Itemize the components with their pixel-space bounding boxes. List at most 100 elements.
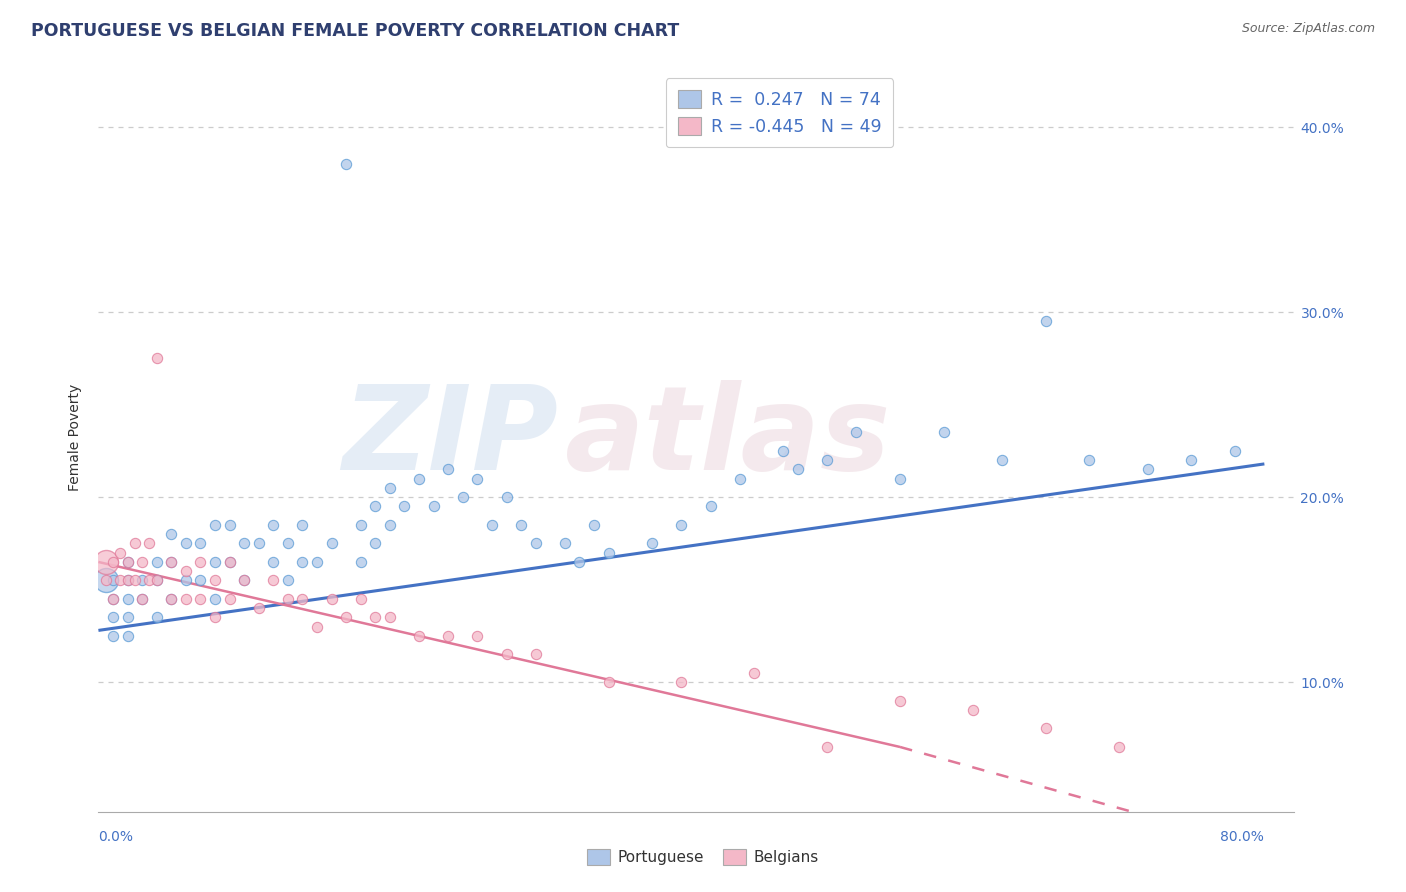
Point [378, 481, 401, 495]
Point [772, 444, 794, 458]
Point [408, 472, 430, 486]
Point [291, 518, 314, 533]
Point [1035, 314, 1057, 328]
Text: 0.0%: 0.0% [98, 830, 134, 845]
Point [364, 500, 387, 514]
Point [291, 555, 314, 569]
Point [174, 574, 197, 588]
Text: 80.0%: 80.0% [1220, 830, 1264, 845]
Point [350, 555, 373, 569]
Point [94, 574, 117, 588]
Point [117, 555, 139, 569]
Text: atlas: atlas [565, 380, 891, 494]
Point [160, 591, 183, 606]
Point [524, 648, 547, 662]
Point [845, 425, 868, 440]
Point [94, 574, 117, 588]
Point [582, 518, 605, 533]
Point [728, 472, 751, 486]
Point [364, 610, 387, 624]
Point [1078, 453, 1101, 467]
Point [101, 574, 124, 588]
Point [145, 574, 167, 588]
Point [321, 536, 343, 550]
Point [524, 536, 547, 550]
Point [422, 500, 444, 514]
Point [124, 574, 146, 588]
Point [350, 518, 373, 533]
Point [204, 591, 226, 606]
Point [190, 591, 212, 606]
Point [117, 574, 139, 588]
Point [117, 555, 139, 569]
Point [554, 536, 576, 550]
Text: PORTUGUESE VS BELGIAN FEMALE POVERTY CORRELATION CHART: PORTUGUESE VS BELGIAN FEMALE POVERTY COR… [31, 22, 679, 40]
Point [305, 555, 328, 569]
Point [335, 610, 357, 624]
Point [218, 555, 240, 569]
Point [1136, 462, 1159, 476]
Point [437, 629, 460, 643]
Point [699, 500, 721, 514]
Point [394, 500, 416, 514]
Point [671, 675, 693, 690]
Point [124, 536, 146, 550]
Point [1225, 444, 1247, 458]
Point [815, 739, 838, 754]
Point [145, 574, 167, 588]
Point [350, 591, 373, 606]
Point [190, 536, 212, 550]
Point [495, 648, 517, 662]
Point [408, 629, 430, 643]
Legend: R =  0.247   N = 74, R = -0.445   N = 49: R = 0.247 N = 74, R = -0.445 N = 49 [666, 78, 893, 147]
Point [262, 518, 284, 533]
Point [138, 536, 160, 550]
Point [174, 591, 197, 606]
Point [233, 574, 256, 588]
Point [131, 555, 153, 569]
Point [335, 157, 357, 171]
Point [1108, 739, 1130, 754]
Point [110, 546, 132, 560]
Point [815, 453, 838, 467]
Point [291, 591, 314, 606]
Point [364, 536, 387, 550]
Point [321, 591, 343, 606]
Point [145, 555, 167, 569]
Point [117, 610, 139, 624]
Point [962, 703, 984, 717]
Point [467, 472, 489, 486]
Point [218, 591, 240, 606]
Point [138, 574, 160, 588]
Point [598, 546, 620, 560]
Point [991, 453, 1014, 467]
Point [277, 536, 299, 550]
Point [160, 527, 183, 541]
Point [204, 610, 226, 624]
Point [160, 555, 183, 569]
Point [598, 675, 620, 690]
Point [145, 610, 167, 624]
Point [467, 629, 489, 643]
Point [495, 490, 517, 504]
Point [117, 574, 139, 588]
Point [889, 694, 911, 708]
Point [787, 462, 810, 476]
Point [437, 462, 460, 476]
Point [101, 591, 124, 606]
Point [451, 490, 474, 504]
Point [94, 555, 117, 569]
Point [204, 518, 226, 533]
Point [1180, 453, 1202, 467]
Point [247, 601, 270, 615]
Point [932, 425, 955, 440]
Point [190, 555, 212, 569]
Point [378, 610, 401, 624]
Point [1035, 722, 1057, 736]
Point [131, 591, 153, 606]
Point [742, 665, 765, 680]
Point [233, 574, 256, 588]
Point [671, 518, 693, 533]
Point [117, 629, 139, 643]
Point [131, 574, 153, 588]
